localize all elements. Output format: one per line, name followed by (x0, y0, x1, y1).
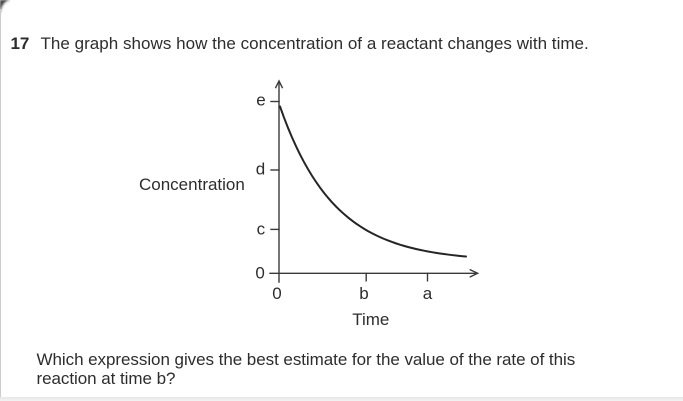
svg-text:Time: Time (352, 310, 389, 329)
svg-text:e: e (256, 91, 265, 110)
svg-text:0: 0 (272, 284, 281, 303)
svg-text:b: b (359, 284, 368, 303)
svg-text:0: 0 (255, 264, 264, 283)
svg-text:Concentration: Concentration (139, 175, 245, 194)
svg-text:d: d (256, 160, 265, 179)
svg-text:a: a (423, 284, 433, 303)
svg-text:c: c (257, 219, 266, 238)
